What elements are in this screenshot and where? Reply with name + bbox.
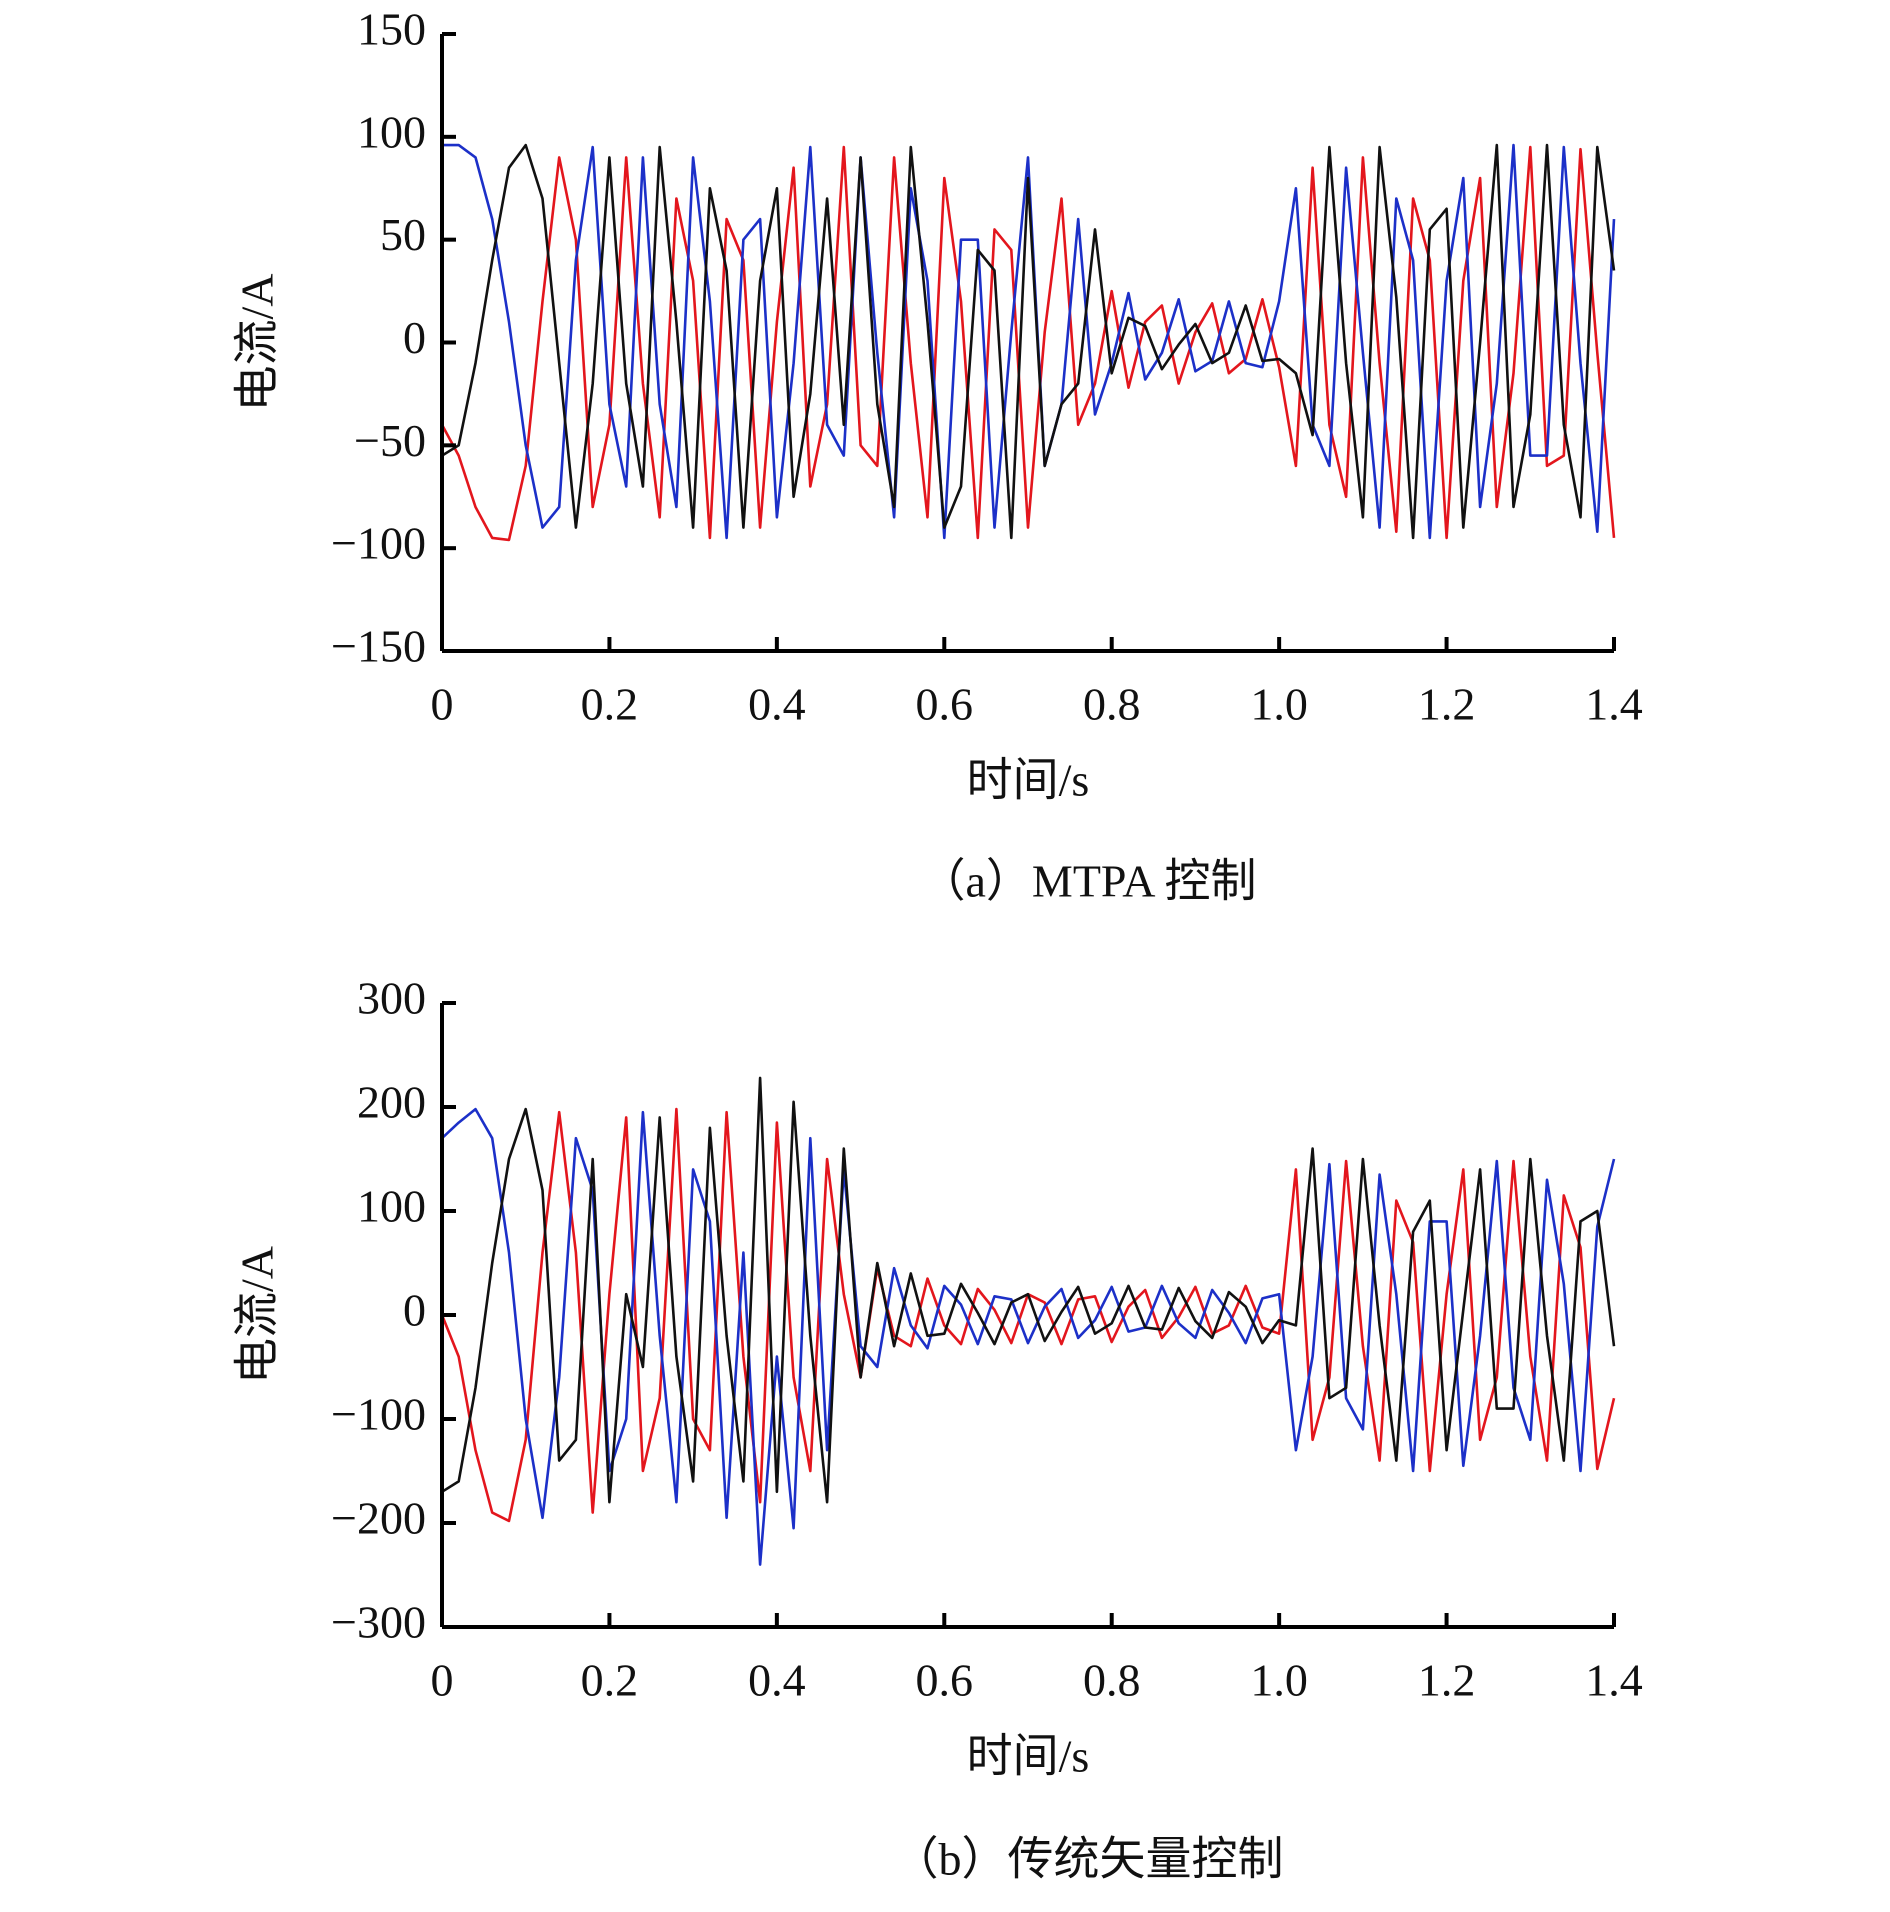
x-tick-label: 0.2 [581, 679, 639, 730]
y-tick-label: 50 [380, 209, 426, 260]
x-tick-label: 0.4 [748, 679, 806, 730]
x-tick-label: 0.2 [581, 1655, 639, 1706]
x-axis-label: 时间/s [967, 755, 1090, 806]
chart-caption: （a）MTPA 控制 [920, 856, 1257, 907]
x-tick-label: 0.8 [1083, 679, 1141, 730]
chart-caption: （b）传统矢量控制 [893, 1834, 1284, 1885]
y-tick-label: 300 [357, 973, 426, 1024]
y-tick-label: 150 [357, 4, 426, 55]
y-tick-label: 100 [357, 106, 426, 157]
series-line [441, 1076, 1616, 1504]
series-line [441, 143, 1616, 540]
y-tick-label: −300 [331, 1597, 426, 1648]
x-tick-label: 0 [431, 679, 454, 730]
y-axis-label: 电流/A [232, 274, 283, 412]
x-tick-label: 0 [431, 1655, 454, 1706]
x-axis-label: 时间/s [967, 1731, 1090, 1782]
x-tick-label: 1.4 [1585, 1655, 1643, 1706]
series-line [441, 1107, 1616, 1566]
x-tick-label: 1.4 [1585, 679, 1643, 730]
y-tick-label: −100 [331, 518, 426, 569]
y-tick-label: −100 [331, 1389, 426, 1440]
x-tick-label: 1.0 [1250, 679, 1308, 730]
y-tick-label: 200 [357, 1077, 426, 1128]
series-line [442, 143, 1616, 540]
y-axis-label: 电流/A [232, 1246, 283, 1384]
x-tick-label: 0.4 [748, 1655, 806, 1706]
y-tick-label: 0 [403, 1285, 426, 1336]
x-tick-label: 0.6 [916, 1655, 974, 1706]
x-tick-label: 1.2 [1418, 1655, 1476, 1706]
x-tick-label: 0.8 [1083, 1655, 1141, 1706]
y-tick-label: −50 [354, 415, 426, 466]
series-line [440, 145, 1616, 542]
y-tick-label: −150 [331, 621, 426, 672]
y-tick-label: 100 [357, 1181, 426, 1232]
x-tick-label: 1.0 [1250, 1655, 1308, 1706]
x-tick-label: 0.6 [916, 679, 974, 730]
y-tick-label: 0 [403, 312, 426, 363]
y-tick-label: −200 [331, 1493, 426, 1544]
x-tick-label: 1.2 [1418, 679, 1476, 730]
